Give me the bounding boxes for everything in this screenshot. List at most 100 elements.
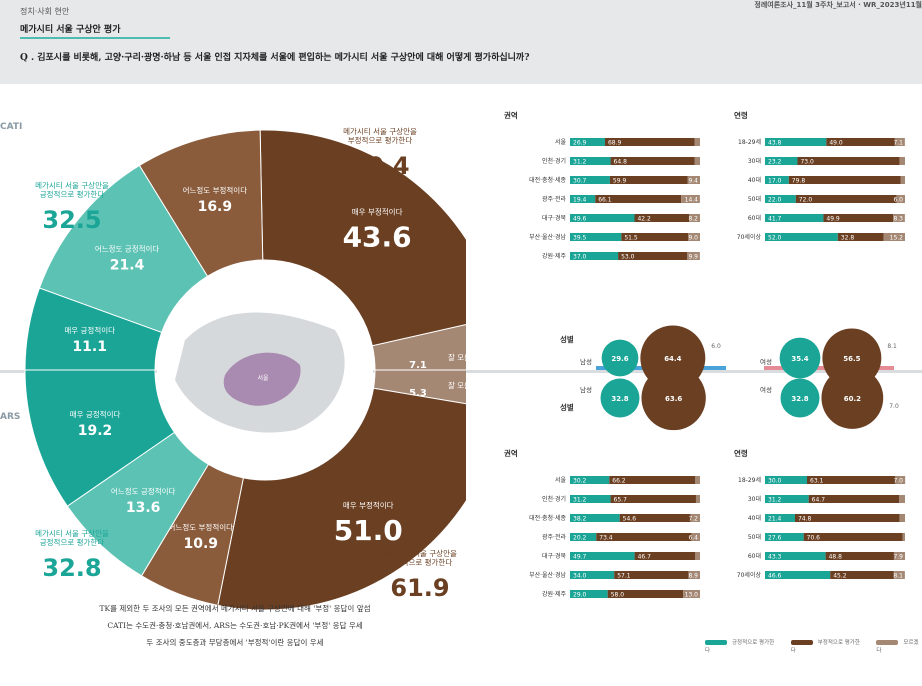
bar-chart-2-bar-3-1 [596, 533, 692, 541]
bar-chart-3-bar-5-0 [765, 571, 831, 579]
bar-chart-0-bar-2-1 [609, 176, 688, 184]
bar-chart-1-category-4: 60대 [748, 214, 761, 222]
bar-chart-2-value-4-1: 46.7 [638, 554, 652, 561]
donut-top-unsure-label: 잘 모름 [448, 353, 471, 362]
gender-title-top: 성별 [560, 334, 574, 344]
bar-chart-2-bar-4-2 [695, 552, 700, 560]
donut-top-value-1: 16.9 [198, 199, 233, 215]
page-title: 메가시티 서울 구상안 평가 [20, 25, 121, 35]
bar-chart-1-bar-2-1 [788, 176, 901, 184]
bar-chart-0-value-6-1: 53.0 [621, 254, 635, 261]
bar-chart-1-category-5: 70세이상 [737, 233, 762, 241]
donut-top-value-3: 11.1 [72, 339, 107, 355]
survey-question: Q . 김포시를 비롯해, 고양·구리·광명·하남 등 서울 인접 지자체를 서… [20, 53, 530, 63]
top-positive-total-label-line-1: 긍정적으로 평가한다 [40, 189, 105, 199]
bar-chart-0-bar-3-2 [681, 195, 700, 203]
bar-chart-2-bar-3-0 [570, 533, 597, 541]
bar-chart-2-bar-6-2 [683, 590, 700, 598]
bar-chart-3-bar-5-2 [893, 571, 905, 579]
legend-item-negative: 부정적으로 평가한다 [790, 640, 860, 654]
footnote-line-1: TK를 제외한 두 조사의 모든 권역에서 메가시티 서울 구상안에 대해 '부… [99, 604, 371, 613]
bar-chart-3-bar-1-0 [765, 495, 809, 503]
bar-chart-0-category-5: 부산·울산·경남 [529, 233, 566, 241]
bar-chart-0-bar-5-0 [570, 233, 622, 241]
bar-chart-3-bar-0-2 [895, 476, 906, 484]
bottom-negative-total-value: 61.9 [390, 574, 449, 602]
bottom-positive-total-label-line-0: 메가시티 서울 구상안을 [35, 528, 109, 538]
bar-chart-2-bar-2-2 [690, 514, 700, 522]
bar-chart-3-category-0: 18-29세 [738, 476, 761, 484]
bar-chart-0-category-0: 서울 [555, 138, 567, 146]
bar-chart-2-title: 권역 [504, 448, 518, 458]
bar-chart-1-bar-2-2 [900, 176, 905, 184]
bar-chart-2-value-0-1: 66.2 [612, 478, 626, 485]
bar-chart-0-value-2-1: 59.9 [613, 178, 627, 185]
bar-chart-0-bar-4-2 [689, 214, 700, 222]
bar-chart-1-bar-3-0 [765, 195, 796, 203]
bar-chart-2-value-0-0: 30.2 [573, 478, 587, 485]
bar-chart-1-value-1-0: 23.2 [768, 159, 782, 166]
bar-chart-0-value-1-0: 31.2 [573, 159, 587, 166]
bar-chart-2-value-5-0: 34.0 [573, 573, 587, 580]
bar-chart-0-bar-3-0 [570, 195, 596, 203]
bar-chart-0-value-3-2: 14.4 [685, 197, 699, 204]
bottom-positive-total-value: 32.8 [42, 554, 101, 582]
bar-chart-0-value-6-2: 9.9 [688, 254, 698, 261]
bar-chart-1-bar-5-0 [765, 233, 838, 241]
bar-chart-0-bar-6-2 [687, 252, 700, 260]
bar-chart-0-value-2-0: 30.7 [573, 178, 587, 185]
bar-chart-2-value-6-2: 13.0 [685, 592, 699, 599]
bar-chart-2-bar-3-2 [691, 533, 700, 541]
bar-chart-1-value-4-2: 8.3 [893, 216, 903, 223]
gender-bottom-positive-value-0: 32.8 [611, 395, 628, 403]
gender-bottom-negative-value-0: 63.6 [665, 395, 682, 403]
bar-chart-1-bar-2-0 [765, 176, 789, 184]
gender-top-positive-bubble-0 [601, 339, 639, 377]
bar-chart-0-category-1: 인천·경기 [542, 157, 566, 165]
legend-item-positive: 긍정적으로 평가한다 [705, 640, 775, 654]
bar-chart-0-value-4-2: 8.2 [688, 216, 698, 223]
top-positive-total-label-line-0: 메가시티 서울 구상안을 [35, 180, 109, 190]
title-underline [20, 37, 170, 39]
bar-chart-1-value-0-1: 49.0 [829, 140, 843, 147]
gender-top-negative-value-0: 64.4 [664, 355, 681, 363]
gender-top-positive-value-1: 35.4 [791, 355, 808, 363]
bar-chart-0-category-6: 강원·제주 [542, 252, 566, 260]
bar-chart-3-value-2-1: 74.8 [798, 516, 812, 523]
bar-chart-2-bar-0-0 [570, 476, 610, 484]
donut-top-label-0: 매우 부정적이다 [352, 207, 403, 217]
bar-chart-0-value-4-0: 49.6 [573, 216, 587, 223]
gender-top-label-0: 남성 [580, 357, 592, 366]
bar-chart-1-bar-1-0 [765, 157, 798, 165]
footnote-line-3: 두 조사의 중도층과 무당층에서 '부정적'이란 응답이 우세 [146, 638, 324, 647]
bar-chart-3-bar-5-1 [830, 571, 894, 579]
bar-chart-2-value-2-0: 38.2 [573, 516, 587, 523]
donut-bottom-value-3: 19.2 [78, 423, 113, 439]
bar-chart-3-value-4-1: 48.8 [829, 554, 843, 561]
bar-chart-3-bar-0-1 [807, 476, 896, 484]
bar-chart-0-title: 권역 [504, 110, 518, 120]
top-negative-total-label-line-1: 부정적으로 평가한다 [348, 135, 413, 145]
top-negative-total-value: 60.4 [350, 152, 409, 180]
bar-chart-0-value-5-1: 51.5 [624, 235, 638, 242]
bar-chart-0-category-4: 대구·경북 [542, 214, 566, 222]
bar-chart-2-bar-0-2 [695, 476, 700, 484]
bar-chart-3-value-0-1: 63.1 [810, 478, 824, 485]
bar-chart-0-bar-5-1 [621, 233, 689, 241]
bar-chart-1-category-2: 40대 [748, 176, 761, 184]
bar-chart-2-bar-6-0 [570, 590, 608, 598]
bar-chart-1-bar-0-0 [765, 138, 827, 146]
header-band [0, 0, 922, 84]
bar-chart-2-value-5-2: 8.9 [688, 573, 698, 580]
bar-chart-0-value-0-1: 68.9 [608, 140, 622, 147]
gender-top-positive-bubble-1 [779, 337, 821, 379]
bottom-negative-total-label-line-1: 부정적으로 평가한다 [388, 557, 453, 567]
bar-chart-3-value-2-0: 21.4 [768, 516, 782, 523]
bar-chart-2-category-4: 대구·경북 [542, 552, 566, 560]
bar-chart-0-bar-1-0 [570, 157, 611, 165]
bar-chart-2-bar-5-2 [688, 571, 700, 579]
bar-chart-1-category-3: 50대 [748, 195, 761, 203]
bar-chart-1-bar-5-1 [837, 233, 884, 241]
bar-chart-0-value-3-0: 19.4 [573, 197, 587, 204]
